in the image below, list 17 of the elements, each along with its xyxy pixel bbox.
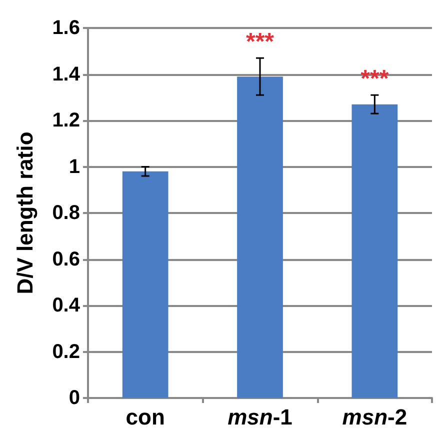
bar [122,171,168,398]
y-tick-label: 1.4 [52,63,81,86]
y-tick-label: 0 [68,387,80,409]
y-tick-label: 1.2 [52,110,80,132]
y-tick-label: 1 [68,156,80,178]
x-tick-label: con [126,404,165,430]
x-tick-label: msn-2 [342,404,408,430]
annotation: *** [246,28,275,56]
bar [237,76,283,398]
y-tick-label: 0.8 [52,202,80,224]
y-tick-label: 1.6 [52,17,80,39]
y-tick-label: 0.4 [52,294,81,316]
bar [352,104,398,398]
y-tick-label: 0.2 [52,340,80,363]
x-tick-label: msn-1 [228,404,292,430]
y-axis-title: D/V length ratio [12,132,38,294]
y-tick-label: 0.6 [52,248,80,270]
